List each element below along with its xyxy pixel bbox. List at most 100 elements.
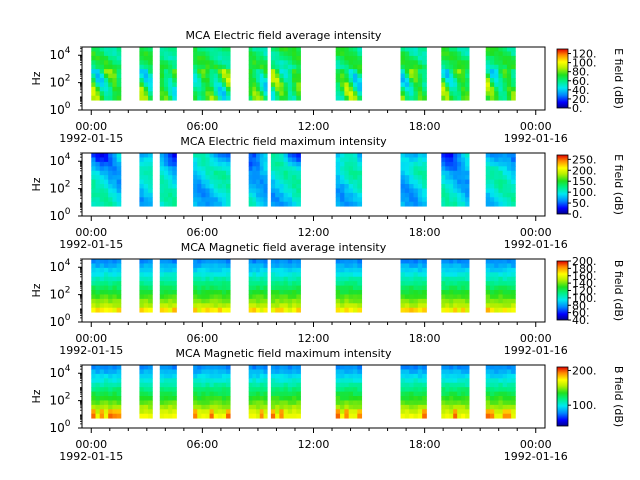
spectrogram-block — [441, 153, 470, 207]
spectrogram-block — [335, 365, 363, 419]
spectrogram-block — [193, 365, 231, 419]
spectrogram-block — [248, 365, 268, 419]
spectrogram-block — [159, 259, 177, 313]
colorbar: 0.50.100.150.200.250. E field (dB) — [556, 153, 625, 221]
colorbar-tick-label: 20. — [572, 93, 590, 106]
y-tick-label: 100 — [49, 207, 70, 223]
x-tick-label: 18:00 — [409, 438, 441, 451]
spectrogram-block — [485, 259, 516, 313]
colorbar-tick-label: 200. — [572, 255, 597, 268]
x-tick-label: 00:00 — [75, 332, 107, 345]
colorbar-tick-label: 160. — [572, 270, 597, 283]
colorbar-tick-label: 60. — [572, 75, 590, 88]
spectrogram-block — [335, 47, 363, 101]
colorbar-tick-label: 80. — [572, 66, 590, 79]
y-tick-label: 102 — [49, 392, 70, 408]
x-tick-label: 12:00 — [298, 332, 330, 345]
panel-4: MCA Magnetic field maximum intensity 100 1… — [30, 347, 625, 463]
colorbar-tick-label: 0. — [572, 102, 583, 115]
spectrogram-block — [193, 153, 231, 207]
colorbar-gradient — [556, 366, 569, 427]
colorbar-label: E field (dB) — [612, 154, 625, 215]
spectrogram-block — [485, 47, 516, 101]
y-tick-label: 104 — [49, 46, 70, 62]
x-tick-label: 18:00 — [409, 226, 441, 239]
spectrogram-block — [91, 153, 122, 207]
colorbar-tick-label: 40. — [572, 84, 590, 97]
colorbar-tick-label: 0. — [572, 208, 583, 221]
y-tick-label: 104 — [49, 364, 70, 380]
colorbar-tick-label: 200. — [572, 164, 597, 177]
y-tick-label: 102 — [49, 180, 70, 196]
colorbar-tick-label: 40. — [572, 314, 590, 327]
spectrogram-block — [270, 259, 301, 313]
spectrogram-block — [485, 365, 516, 419]
spectrogram-block — [441, 365, 470, 419]
panel-title: MCA Magnetic field maximum intensity — [176, 347, 392, 360]
colorbar-tick-label: 250. — [572, 153, 597, 166]
spectrogram-block — [400, 259, 427, 313]
colorbar: 0.20.40.60.80.100.120. E field (dB) — [556, 48, 625, 115]
x-date-label: 1992-01-15 — [59, 238, 123, 251]
spectrogram-block — [248, 259, 268, 313]
y-tick-label: 100 — [49, 101, 70, 117]
colorbar-tick-label: 120. — [572, 48, 597, 61]
x-tick-label: 12:00 — [298, 120, 330, 133]
y-axis-label: Hz — [30, 71, 43, 85]
x-tick-label: 00:00 — [75, 438, 107, 451]
x-tick-label: 00:00 — [75, 226, 107, 239]
y-tick-label: 102 — [49, 286, 70, 302]
panel-2: MCA Electric field maximum intensity 100 1… — [30, 135, 625, 251]
colorbar-tick-label: 180. — [572, 262, 597, 275]
colorbar-tick-label: 150. — [572, 175, 597, 188]
spectrogram-block — [159, 153, 177, 207]
colorbar-gradient — [556, 260, 569, 321]
colorbar-label: E field (dB) — [612, 48, 625, 109]
x-tick-label: 06:00 — [187, 226, 219, 239]
x-date-label: 1992-01-15 — [59, 450, 123, 463]
spectrogram-block — [139, 365, 153, 419]
spectrogram-block — [485, 153, 516, 207]
x-date-label: 1992-01-15 — [59, 344, 123, 357]
colorbar-label: B field (dB) — [612, 260, 625, 321]
x-tick-label: 00:00 — [520, 120, 552, 133]
y-tick-label: 104 — [49, 152, 70, 168]
colorbar-tick-label: 100. — [572, 186, 597, 199]
spectrogram-block — [270, 365, 301, 419]
x-date-label: 1992-01-16 — [504, 132, 568, 145]
spectrogram-block — [159, 365, 177, 419]
x-tick-label: 18:00 — [409, 120, 441, 133]
x-date-label: 1992-01-16 — [504, 450, 568, 463]
spectrogram-block — [248, 47, 268, 101]
y-axis-label: Hz — [30, 389, 43, 403]
x-tick-label: 00:00 — [75, 120, 107, 133]
colorbar-gradient — [556, 154, 569, 215]
x-tick-label: 06:00 — [187, 332, 219, 345]
colorbar: 100. 200. B field (dB) — [556, 364, 625, 427]
colorbar-tick-label: 50. — [572, 197, 590, 210]
colorbar-tick-label: 100. — [572, 399, 597, 412]
spectrogram-block — [270, 47, 301, 101]
spectrogram-block — [91, 365, 122, 419]
spectrogram-block — [139, 259, 153, 313]
x-date-label: 1992-01-15 — [59, 132, 123, 145]
x-tick-label: 06:00 — [187, 120, 219, 133]
spectrogram-block — [193, 47, 231, 101]
spectrogram-block — [335, 153, 363, 207]
panel-title: MCA Electric field average intensity — [186, 29, 382, 42]
spectrogram-block — [270, 153, 301, 207]
spectrogram-block — [400, 153, 427, 207]
panel-1: MCA Electric field average intensity 100 1… — [30, 29, 625, 145]
colorbar-tick-label: 200. — [572, 364, 597, 377]
spectrogram-block — [400, 365, 427, 419]
spectrogram-block — [159, 47, 177, 101]
x-tick-label: 06:00 — [187, 438, 219, 451]
y-tick-label: 104 — [49, 258, 70, 274]
y-axis-label: Hz — [30, 283, 43, 297]
panel-3: MCA Magnetic field average intensity 100 1… — [30, 241, 625, 357]
colorbar: 40.60.80.100.120.140.160.180.200. B field… — [556, 255, 625, 327]
colorbar-label: B field (dB) — [612, 366, 625, 427]
colorbar-tick-label: 100. — [572, 57, 597, 70]
spectrogram-block — [193, 259, 231, 313]
